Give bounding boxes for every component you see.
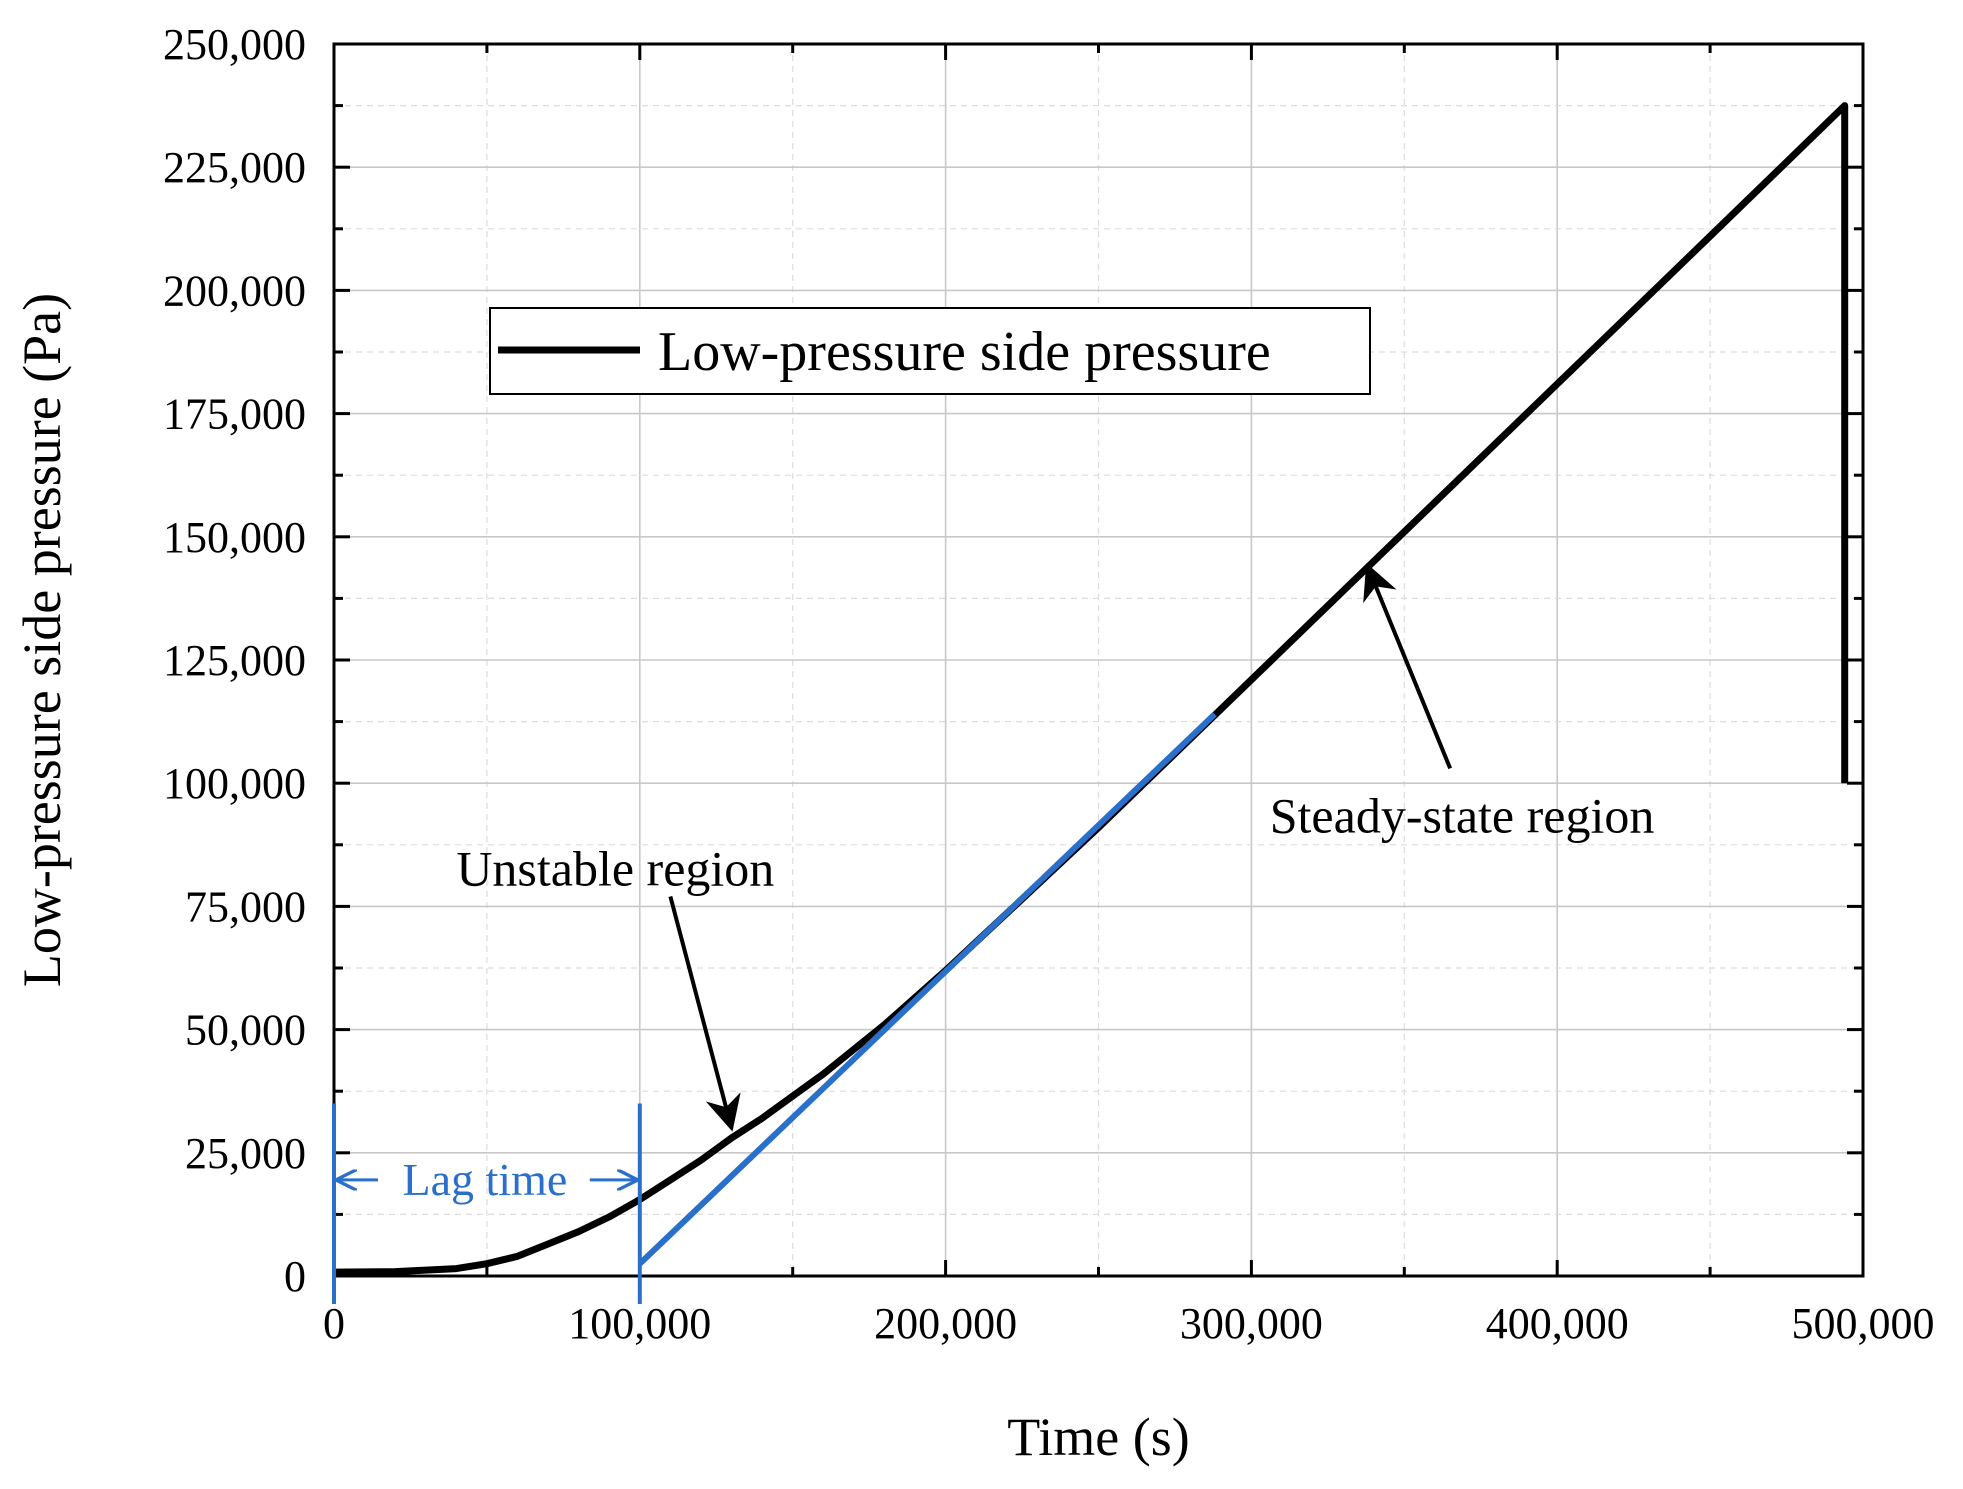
y-tick-label: 250,000 (163, 20, 306, 69)
unstable-region-label: Unstable region (456, 840, 774, 896)
x-tick-label: 300,000 (1180, 1299, 1323, 1348)
y-axis-title: Low-pressure side pressure (Pa) (12, 293, 72, 987)
lag-time-label: Lag time (403, 1154, 568, 1205)
unstable-region-arrow (668, 896, 741, 1132)
y-tick-label: 75,000 (185, 882, 306, 931)
y-tick-label: 100,000 (163, 759, 306, 808)
series-layer (333, 102, 1849, 1276)
x-tick-label: 0 (323, 1299, 345, 1348)
steady-region-label: Steady-state region (1270, 787, 1655, 843)
steady-fit-line (637, 712, 1217, 1266)
x-tick-label: 100,000 (568, 1299, 711, 1348)
x-tick-label: 500,000 (1792, 1299, 1935, 1348)
annotations: Unstable region Steady-state region Lag ti… (332, 563, 1655, 1304)
y-tick-label: 50,000 (185, 1006, 306, 1055)
y-tick-label: 25,000 (185, 1129, 306, 1178)
steady-region-arrow (1363, 563, 1453, 770)
grid-lines (334, 44, 1863, 1276)
y-tick-label: 200,000 (163, 266, 306, 315)
legend-label: Low-pressure side pressure (658, 321, 1271, 383)
x-tick-label: 400,000 (1486, 1299, 1629, 1348)
y-tick-label: 175,000 (163, 390, 306, 439)
y-tick-label: 225,000 (163, 143, 306, 192)
legend: Low-pressure side pressure (489, 307, 1371, 395)
x-axis-title: Time (s) (1007, 1407, 1190, 1467)
y-tick-label: 125,000 (163, 636, 306, 685)
y-tick-label: 150,000 (163, 513, 306, 562)
x-tick-label: 200,000 (874, 1299, 1017, 1348)
pressure-series-line (333, 102, 1849, 1276)
y-tick-label: 0 (284, 1252, 306, 1301)
tick-labels: 0 100,000 200,000 300,000 400,000 500,000 0 25,… (163, 20, 1935, 1348)
